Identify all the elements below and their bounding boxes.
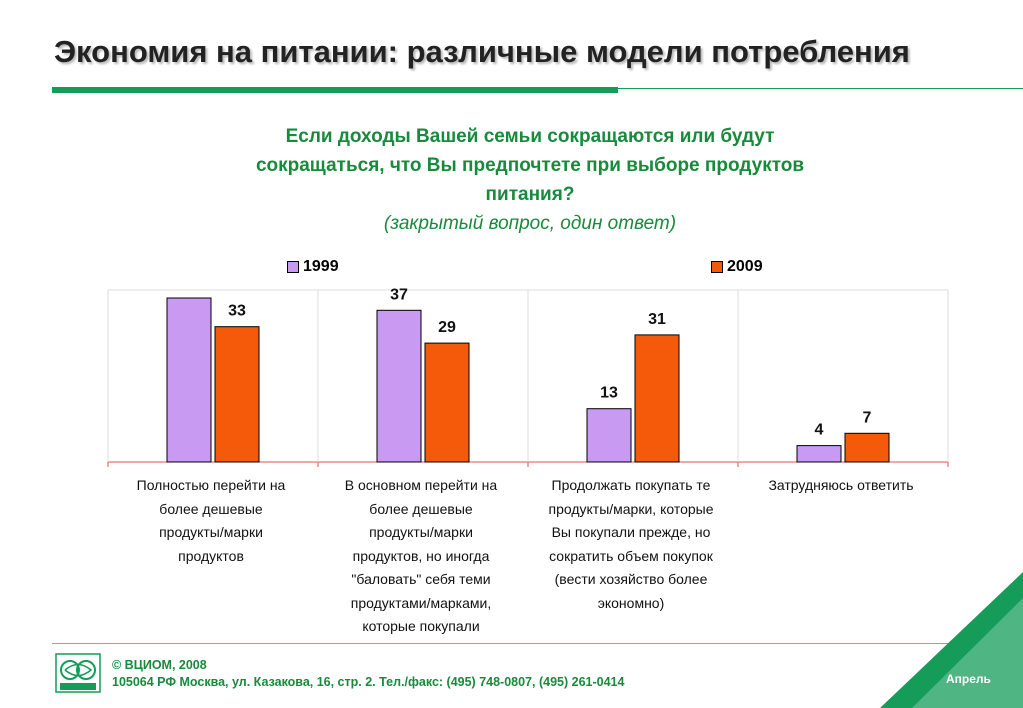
footer-address: 105064 РФ Москва, ул. Казакова, 16, стр.… bbox=[112, 675, 625, 689]
bar-1999 bbox=[586, 408, 632, 463]
category-label-line: "баловать" себя теми bbox=[351, 571, 491, 587]
category-label-line: Полностью перейти на bbox=[136, 477, 286, 493]
category-label-line: (вести хозяйство более bbox=[554, 571, 708, 587]
value-label-1999: 37 bbox=[390, 286, 408, 303]
value-label-2009: 33 bbox=[228, 303, 246, 320]
title-underline bbox=[52, 87, 618, 93]
bar-2009 bbox=[214, 326, 260, 463]
category-label-line: Затрудняюсь ответить bbox=[768, 477, 914, 493]
category-label-line: более дешевые bbox=[369, 500, 473, 517]
category-label-line: более дешевые bbox=[159, 500, 263, 517]
category-label-line: продукты/марки bbox=[159, 524, 263, 540]
category-label: В основном перейти на более дешевые продук… bbox=[321, 474, 521, 639]
bar-2009 bbox=[844, 432, 890, 463]
bar-2009 bbox=[634, 334, 680, 463]
category-label: Полностью перейти на более дешевые продукт… bbox=[111, 474, 311, 568]
footer-text: © ВЦИОМ, 2008 105064 РФ Москва, ул. Каза… bbox=[112, 657, 624, 691]
bar-1999 bbox=[376, 309, 422, 463]
question-line: Если доходы Вашей семьи сокращаются или … bbox=[285, 126, 775, 147]
value-label-1999: 13 bbox=[600, 385, 618, 402]
category-label-line: Продолжать покупать те bbox=[551, 477, 711, 493]
question-note: (закрытый вопрос, один ответ) bbox=[383, 213, 677, 234]
title-underline-thin bbox=[618, 88, 1023, 89]
category-label-line: которые покупали bbox=[362, 618, 480, 634]
category-label-line: Вы покупали прежде, но bbox=[551, 524, 711, 540]
category-label-line: продукты/марки bbox=[369, 524, 473, 540]
chart-value-labels: 33 37 29 13 31 4 7 bbox=[228, 286, 871, 438]
category-label-line: В основном перейти на bbox=[344, 477, 498, 493]
bar-1999 bbox=[796, 445, 842, 463]
question-text: Если доходы Вашей семьи сокращаются или … bbox=[180, 122, 880, 209]
category-label-line: продуктов, но иногда bbox=[352, 547, 490, 564]
question-line: питания? bbox=[485, 184, 575, 205]
legend-item-1999: 1999 bbox=[287, 258, 339, 276]
value-label-2009: 7 bbox=[863, 409, 872, 426]
chart-bars bbox=[166, 297, 890, 463]
value-label-2009: 31 bbox=[648, 311, 666, 328]
chart-grid bbox=[107, 289, 949, 467]
category-label-line: продуктов bbox=[178, 547, 244, 564]
legend-swatch-2009 bbox=[711, 261, 723, 273]
category-label-line: продуктами/марками, bbox=[350, 594, 492, 611]
vciom-logo bbox=[55, 653, 101, 693]
category-label: Затрудняюсь ответить bbox=[741, 474, 941, 498]
bar-2009 bbox=[424, 342, 470, 463]
value-label-2009: 29 bbox=[438, 319, 456, 336]
bar-1999 bbox=[166, 297, 212, 463]
value-label-1999: 4 bbox=[815, 422, 824, 439]
legend-label-1999: 1999 bbox=[303, 258, 339, 275]
footer-copyright: © ВЦИОМ, 2008 bbox=[112, 658, 207, 672]
slide-title: Экономия на питании: различные модели по… bbox=[54, 34, 910, 69]
category-label-line: экономно) bbox=[597, 594, 665, 611]
category-label-line: продукты/марки, которые bbox=[548, 500, 714, 517]
legend-label-2009: 2009 bbox=[727, 258, 763, 275]
legend-swatch-1999 bbox=[287, 261, 299, 273]
question-line: сокращаться, что Вы предпочтете при выбо… bbox=[255, 155, 805, 176]
category-label-line: сократить объем покупок bbox=[549, 547, 713, 564]
category-label: Продолжать покупать те продукты/марки, ко… bbox=[531, 474, 731, 615]
legend-item-2009: 2009 bbox=[711, 258, 763, 276]
footer-divider bbox=[52, 643, 1023, 644]
month-label: Апрель bbox=[946, 672, 991, 686]
